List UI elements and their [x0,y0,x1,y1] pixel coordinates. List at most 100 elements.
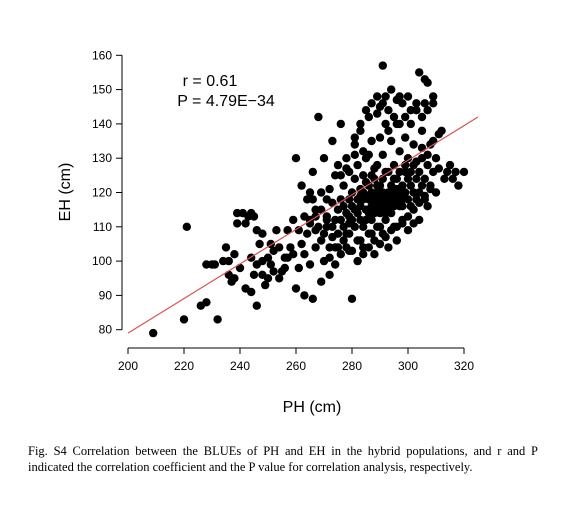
data-point [317,205,326,214]
x-tick-label: 280 [342,359,362,373]
data-point [333,243,343,252]
data-point [255,239,264,249]
data-point [230,274,239,283]
data-point [420,99,429,108]
data-point [370,202,379,211]
data-point [454,181,463,190]
data-point [367,215,376,225]
data-point [300,250,309,259]
data-point [269,267,278,276]
data-point [378,61,387,70]
data-point [149,328,158,338]
data-point [339,202,348,211]
data-point [415,68,424,77]
data-point [345,219,354,228]
data-point [308,195,317,204]
data-point [364,195,373,204]
data-point [401,133,410,142]
data-point [289,250,298,259]
data-point [342,154,351,163]
data-point [336,119,345,129]
data-point [367,229,376,238]
x-tick-label: 220 [174,359,194,373]
data-point [361,106,371,115]
x-tick-label: 260 [286,359,306,373]
data-point [280,253,289,262]
x-axis: 200 220 240 260 280 300 320 [118,347,474,373]
y-tick-label: 120 [92,186,112,200]
data-point [350,150,359,159]
data-point [429,136,438,146]
data-point [440,174,449,183]
data-point [241,219,250,228]
data-point [359,250,368,259]
data-point [406,119,415,129]
data-point [356,119,365,129]
data-point [202,298,211,307]
y-axis-title: EH (cm) [57,163,74,222]
data-point [420,75,429,84]
data-point [247,208,256,218]
data-point [392,184,401,194]
data-point [409,219,418,228]
data-point [412,99,421,108]
data-point [291,154,301,163]
data-point [322,222,331,231]
data-point [289,215,298,225]
data-point [429,99,438,108]
data-point [367,136,376,146]
x-tick-label: 320 [454,359,474,373]
data-point [356,126,365,135]
data-point [213,315,222,324]
data-point [392,236,401,245]
data-point [423,160,432,170]
data-point [339,236,348,245]
x-axis-title: PH (cm) [283,399,342,416]
data-point [443,167,452,177]
annotation-r: r = 0.61 [183,73,238,90]
data-point [325,253,334,262]
data-point [353,256,362,266]
data-point [356,236,365,245]
data-point [305,260,315,269]
data-point [367,99,376,108]
data-point [415,167,424,177]
data-point [311,226,320,235]
data-point [361,178,371,187]
data-point [381,92,390,101]
y-tick-label: 140 [92,117,112,131]
data-point [378,99,387,108]
data-point [317,188,326,197]
data-point [375,133,385,142]
data-point [311,243,320,252]
data-point [350,140,359,149]
data-point [221,243,231,252]
data-point [412,157,421,166]
data-point [249,270,259,279]
data-point [336,250,345,259]
data-point [297,239,306,249]
data-point [356,191,365,201]
data-point [409,205,418,214]
data-point [423,202,432,211]
x-tick-label: 300 [398,359,418,373]
data-point [319,229,329,238]
data-point [420,174,429,183]
data-point [384,243,393,252]
data-point [294,263,303,273]
data-point [417,112,427,122]
data-point [345,229,354,238]
points-layer [149,61,469,338]
data-point [331,260,340,269]
data-point [395,147,404,156]
data-point [317,236,326,245]
data-point [280,263,289,273]
data-point [308,167,317,177]
data-point [291,284,301,293]
data-point [403,212,413,221]
data-point [286,243,295,252]
data-point [252,260,261,269]
data-point [387,85,396,94]
data-point [308,294,317,303]
y-tick-label: 130 [92,151,112,165]
